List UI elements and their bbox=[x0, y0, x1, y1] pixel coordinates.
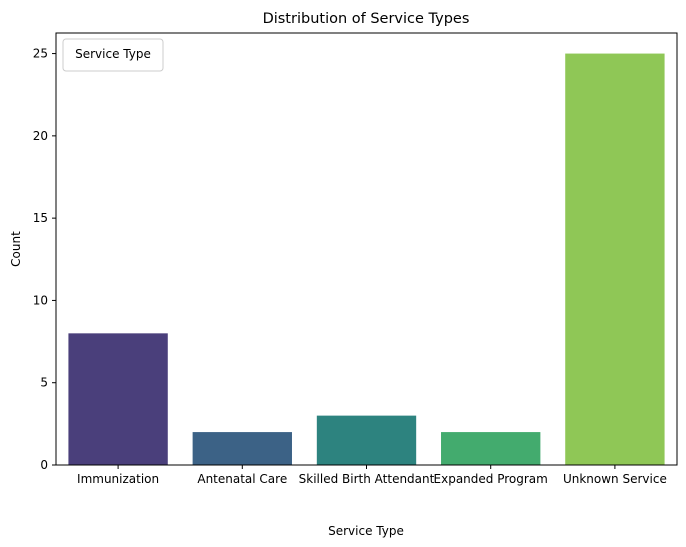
bar-unknown-service bbox=[565, 53, 665, 465]
bars-group bbox=[68, 53, 665, 465]
plot-frame bbox=[55, 32, 678, 466]
y-tick-label: 25 bbox=[33, 47, 48, 61]
y-tick-label: 5 bbox=[40, 376, 48, 390]
bar-antenatal-care bbox=[192, 432, 292, 465]
legend-box bbox=[62, 38, 164, 72]
y-ticks-group: 0 5 10 15 20 25 bbox=[33, 47, 56, 472]
chart-title: Distribution of Service Types bbox=[263, 11, 470, 27]
y-tick-label: 15 bbox=[33, 211, 48, 225]
x-axis-label: Service Type bbox=[328, 524, 404, 538]
x-tick-label: Expanded Program bbox=[434, 472, 548, 486]
x-ticks-group: Immunization Antenatal Care Skilled Birth … bbox=[77, 465, 667, 486]
bar-expanded-program bbox=[441, 432, 541, 465]
y-axis-label: Count bbox=[9, 231, 23, 267]
legend-title: Service Type bbox=[75, 47, 151, 61]
bar-skilled-birth-attendant bbox=[316, 415, 417, 465]
x-tick-label: Unknown Service bbox=[563, 472, 667, 486]
x-tick-label: Immunization bbox=[77, 472, 159, 486]
legend: Service Type bbox=[62, 38, 164, 72]
bar-immunization bbox=[68, 333, 168, 465]
y-tick-label: 10 bbox=[33, 293, 48, 307]
y-tick-label: 0 bbox=[40, 458, 48, 472]
x-tick-label: Antenatal Care bbox=[197, 472, 287, 486]
x-tick-label: Skilled Birth Attendant bbox=[299, 472, 435, 486]
y-tick-label: 20 bbox=[33, 129, 48, 143]
